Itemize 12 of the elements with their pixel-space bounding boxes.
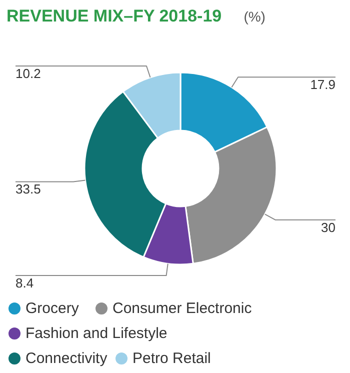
legend-label: Connectivity [26,350,108,367]
data-label: 8.4 [16,276,34,291]
legend-label: Fashion and Lifestyle [26,325,168,342]
chart-subtitle: (%) [244,8,266,24]
data-label: 17.9 [310,77,336,92]
data-label: 10.2 [16,66,41,81]
legend-label: Petro Retail [132,350,211,367]
chart-title: REVENUE MIX–FY 2018-19 [6,6,222,26]
data-label: 30 [321,220,336,235]
data-label: 33.5 [16,182,41,197]
legend-label: Consumer Electronic [112,300,252,317]
legend-label: Grocery [26,300,80,317]
